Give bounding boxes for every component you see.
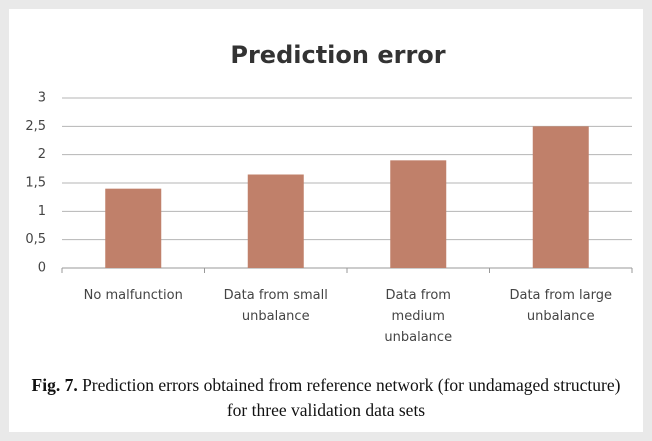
- x-tick-label: Data from small unbalance: [223, 288, 328, 324]
- y-tick-label: 0: [38, 261, 46, 276]
- y-tick-label: 1: [38, 204, 46, 219]
- chart-title: Prediction error: [230, 41, 445, 69]
- bar: [532, 126, 589, 268]
- caption: Fig. 7. Prediction errors obtained from …: [30, 373, 622, 423]
- y-tick-label: 3: [38, 91, 46, 106]
- x-tick-label: Data from medium unbalance: [384, 288, 453, 345]
- bar: [105, 188, 162, 268]
- y-tick-label: 2: [38, 147, 46, 162]
- bar: [390, 160, 447, 268]
- caption-label: Fig. 7.: [31, 375, 78, 395]
- y-tick-label: 1,5: [25, 176, 46, 191]
- bar: [247, 174, 304, 268]
- x-tick-label: No malfunction: [83, 288, 183, 303]
- y-tick-label: 0,5: [25, 232, 46, 247]
- caption-text: Prediction errors obtained from referenc…: [82, 375, 621, 420]
- y-tick-label: 2,5: [25, 119, 46, 134]
- x-tick-label: Data from large unbalance: [509, 288, 612, 324]
